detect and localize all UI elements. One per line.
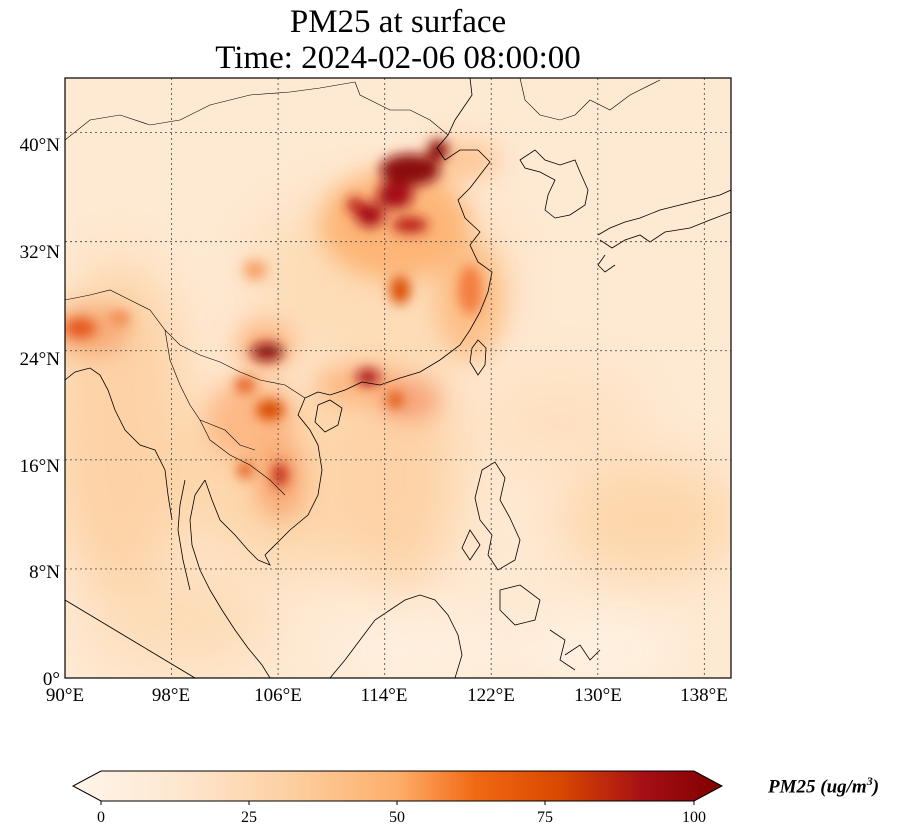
colorbar-ticks xyxy=(100,801,695,805)
lon-label: 114°E xyxy=(361,685,408,706)
lat-label: 0° xyxy=(43,669,60,690)
colorbar-label-sup: 3 xyxy=(866,774,873,788)
lon-label: 130°E xyxy=(574,685,622,706)
lon-label: 138°E xyxy=(680,685,728,706)
colorbar-tick-label: 75 xyxy=(537,809,553,826)
colorbar: 0 25 50 75 100 xyxy=(71,770,724,826)
colorbar-label: PM25 (ug/m3) xyxy=(768,774,879,798)
pm25-field xyxy=(65,78,731,678)
lon-label: 122°E xyxy=(467,685,515,706)
colorbar-tick-label: 25 xyxy=(241,809,257,826)
colorbar-label-close: ) xyxy=(872,776,880,798)
colorbar-tick-label: 50 xyxy=(389,809,405,826)
title-line1: PM25 at surface xyxy=(289,4,507,40)
colorbar-tick-label: 100 xyxy=(682,809,706,826)
lon-label: 106°E xyxy=(254,685,302,706)
lat-label: 24°N xyxy=(20,349,61,370)
lat-label: 16°N xyxy=(20,456,61,477)
title-line2: Time: 2024-02-06 08:00:00 xyxy=(215,40,581,76)
colorbar-bar xyxy=(71,770,724,802)
coastlines xyxy=(65,78,731,678)
graticule xyxy=(65,78,731,678)
lat-label: 40°N xyxy=(20,135,61,156)
lon-label: 98°E xyxy=(152,685,190,706)
latitude-labels: 40°N 32°N 24°N 16°N 8°N 0° xyxy=(20,135,61,690)
map-title: PM25 at surface Time: 2024-02-06 08:00:0… xyxy=(0,4,796,76)
colorbar-label-main: PM25 (ug/m xyxy=(768,776,867,798)
lon-label: 90°E xyxy=(46,685,84,706)
longitude-labels: 90°E 98°E 106°E 114°E 122°E 130°E 138°E xyxy=(46,685,728,706)
colorbar-tick-label: 0 xyxy=(97,809,105,826)
plot-frame xyxy=(64,77,732,679)
lat-label: 32°N xyxy=(20,242,61,263)
lat-label: 8°N xyxy=(29,562,60,583)
